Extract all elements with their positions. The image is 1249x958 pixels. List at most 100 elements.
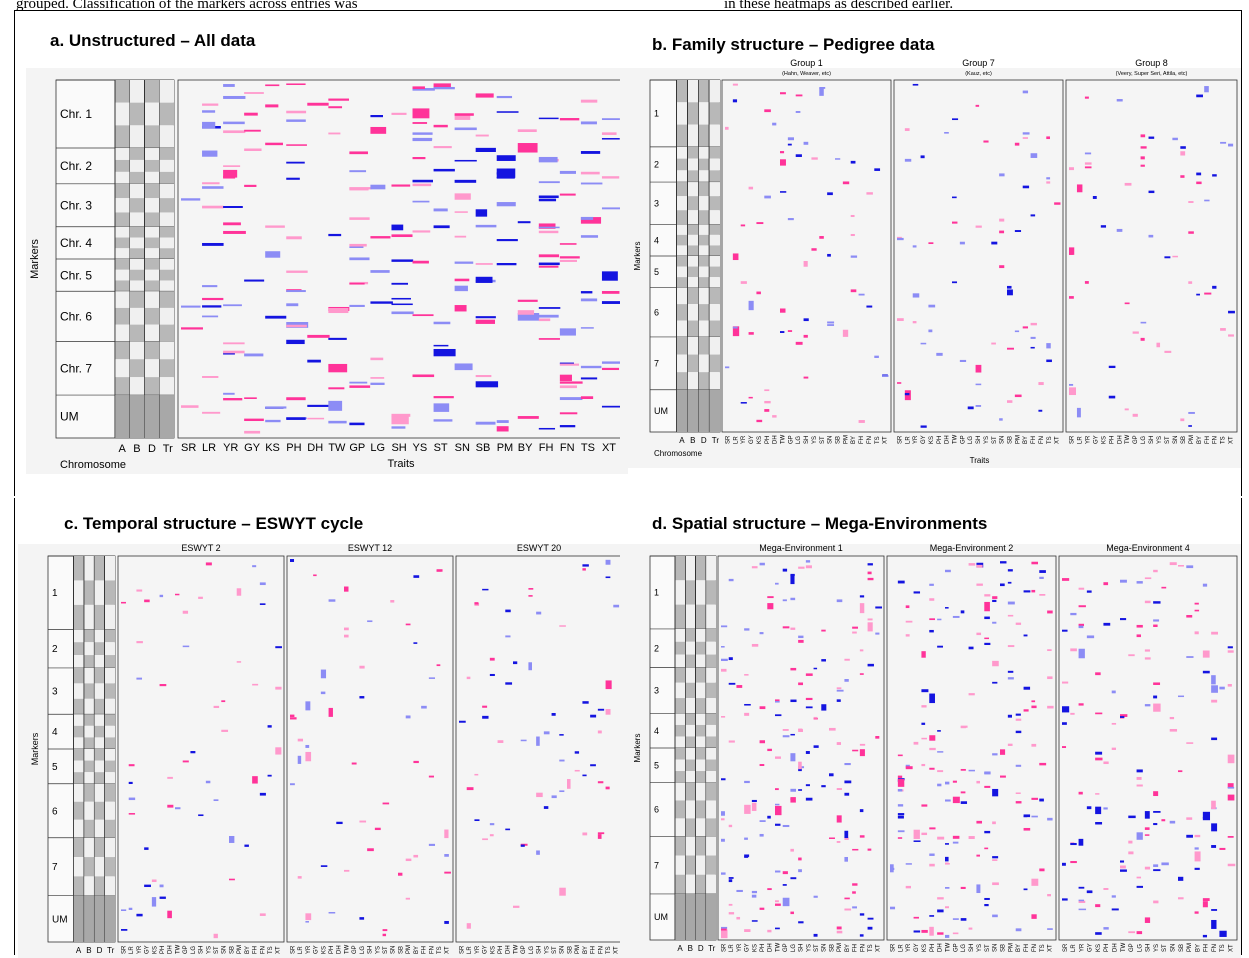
unmapped-block [687, 389, 699, 432]
row-label-4: 5 [52, 762, 58, 773]
row-label-3: 4 [654, 235, 659, 245]
genome-band [104, 698, 115, 715]
trait-tick-label: LR [1078, 436, 1084, 444]
genome-band [709, 146, 720, 159]
association-mark [782, 884, 787, 886]
association-mark [159, 884, 164, 888]
association-mark [836, 699, 841, 702]
genome-band [695, 836, 706, 856]
association-mark [128, 813, 136, 815]
genome-band [144, 307, 160, 325]
genome-band [94, 819, 105, 838]
genome-band [695, 667, 706, 683]
association-mark [1128, 851, 1134, 855]
genome-band [687, 266, 699, 278]
association-mark [382, 933, 387, 937]
association-mark [286, 417, 306, 420]
association-mark [1062, 578, 1070, 581]
association-mark [844, 763, 851, 766]
genome-band [144, 102, 160, 126]
association-mark [181, 327, 203, 330]
unmapped-block [115, 395, 130, 438]
genome-band [695, 782, 706, 801]
association-mark [858, 293, 865, 296]
association-mark [391, 184, 411, 187]
association-mark [850, 214, 855, 218]
association-mark [890, 867, 895, 870]
association-mark [836, 687, 842, 690]
association-mark [905, 620, 913, 623]
association-mark [370, 126, 387, 134]
trait-tick-label: SB [398, 946, 404, 954]
genome-band [73, 714, 84, 726]
panel-b-title: b. Family structure – Pedigree data [652, 35, 935, 54]
trait-tick-label: GP [1133, 435, 1139, 444]
association-mark [1022, 185, 1030, 189]
trait-tick-label: GP [788, 435, 794, 444]
association-mark [1078, 623, 1085, 627]
trait-tick-label: DH [945, 435, 951, 444]
heatmap-subpanel [286, 555, 454, 943]
association-mark [952, 841, 959, 844]
trait-tick-label: YS [206, 946, 212, 954]
association-mark [751, 802, 757, 811]
association-mark [744, 854, 750, 857]
trait-tick-label: FN [260, 946, 266, 954]
trait-tick-label: SN [222, 946, 228, 954]
trait-tick-label: TS [606, 946, 612, 954]
association-mark [601, 291, 620, 294]
association-mark [1070, 861, 1077, 864]
trait-tick-label: SR [181, 442, 196, 454]
association-mark [728, 879, 733, 883]
association-mark [1120, 865, 1126, 869]
association-mark [1078, 908, 1087, 911]
genome-band [159, 377, 174, 396]
genome-band [73, 819, 84, 838]
association-mark [921, 737, 927, 740]
association-mark [975, 364, 982, 373]
genome-band [83, 819, 95, 838]
association-mark [307, 334, 330, 338]
association-mark [370, 236, 391, 239]
association-mark [1140, 164, 1145, 167]
genome-band [695, 748, 706, 760]
association-mark [370, 114, 383, 118]
association-mark [1062, 746, 1067, 749]
association-mark [1196, 94, 1203, 98]
association-mark [1111, 747, 1116, 750]
association-mark [992, 660, 999, 667]
genome-band [159, 183, 174, 199]
genome-band [687, 102, 699, 125]
association-mark [775, 927, 780, 930]
association-mark [920, 342, 927, 345]
genome-band [705, 818, 716, 837]
genome-band [687, 354, 699, 373]
association-mark [999, 218, 1005, 222]
association-mark [1047, 817, 1053, 821]
genome-band [159, 212, 174, 227]
genome-band [129, 324, 145, 342]
genome-band [675, 736, 686, 748]
genome-band [104, 737, 115, 749]
genome-band [129, 237, 145, 249]
association-mark [775, 699, 780, 702]
association-mark [454, 193, 471, 200]
trait-tick-label: XT [614, 946, 620, 954]
association-mark [1153, 703, 1161, 712]
genome-band [709, 196, 720, 211]
association-mark [1120, 716, 1125, 718]
chromosome-column-label: D [701, 436, 707, 445]
genome-band [159, 280, 174, 292]
association-mark [1076, 407, 1081, 418]
association-mark [265, 142, 283, 146]
trait-tick-label: SR [898, 435, 904, 444]
association-mark [213, 799, 219, 802]
association-mark [928, 304, 936, 308]
association-mark [286, 339, 305, 345]
genome-band [159, 269, 174, 281]
association-mark [297, 738, 304, 742]
chromosome-axis-label: Chromosome [654, 449, 703, 458]
genome-band [698, 277, 710, 288]
association-mark [223, 304, 242, 307]
association-mark [751, 799, 757, 803]
